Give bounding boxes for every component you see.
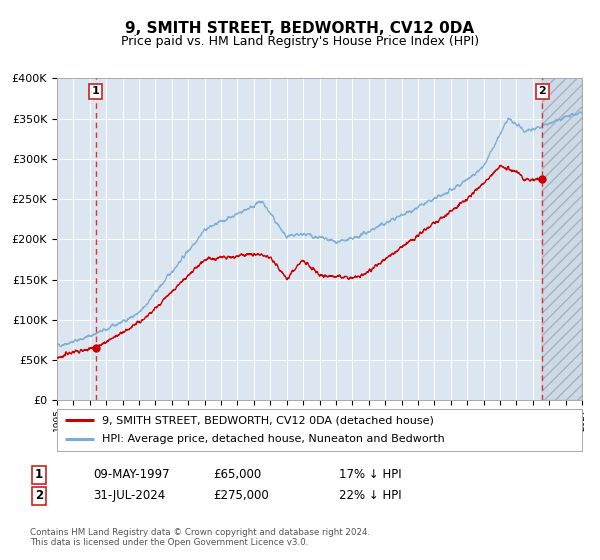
Text: 2: 2 bbox=[538, 86, 546, 96]
Text: 09-MAY-1997: 09-MAY-1997 bbox=[93, 468, 170, 482]
Text: 22% ↓ HPI: 22% ↓ HPI bbox=[339, 489, 401, 502]
Text: Price paid vs. HM Land Registry's House Price Index (HPI): Price paid vs. HM Land Registry's House … bbox=[121, 35, 479, 48]
Text: HPI: Average price, detached house, Nuneaton and Bedworth: HPI: Average price, detached house, Nune… bbox=[101, 435, 445, 445]
Text: Contains HM Land Registry data © Crown copyright and database right 2024.
This d: Contains HM Land Registry data © Crown c… bbox=[30, 528, 370, 547]
Text: 2: 2 bbox=[35, 489, 43, 502]
Text: 1: 1 bbox=[35, 468, 43, 482]
Text: 9, SMITH STREET, BEDWORTH, CV12 0DA (detached house): 9, SMITH STREET, BEDWORTH, CV12 0DA (det… bbox=[101, 415, 433, 425]
Text: 31-JUL-2024: 31-JUL-2024 bbox=[93, 489, 165, 502]
Text: 17% ↓ HPI: 17% ↓ HPI bbox=[339, 468, 401, 482]
Text: £275,000: £275,000 bbox=[213, 489, 269, 502]
Text: £65,000: £65,000 bbox=[213, 468, 261, 482]
Bar bbox=[542, 78, 582, 400]
Text: 1: 1 bbox=[92, 86, 100, 96]
Text: 9, SMITH STREET, BEDWORTH, CV12 0DA: 9, SMITH STREET, BEDWORTH, CV12 0DA bbox=[125, 21, 475, 36]
